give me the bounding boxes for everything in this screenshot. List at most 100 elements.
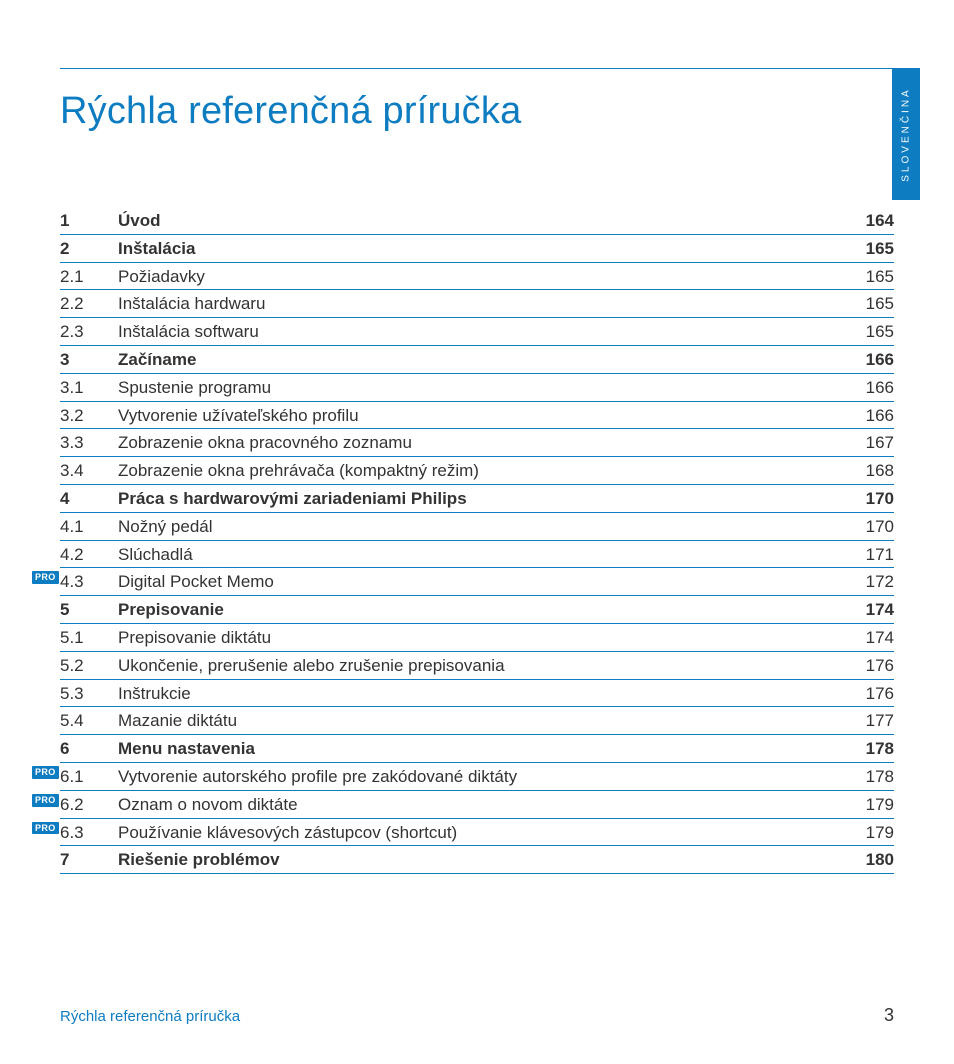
toc-row[interactable]: 2.1Požiadavky165 xyxy=(60,263,894,291)
toc-page-number: 176 xyxy=(846,654,894,678)
toc-section-title: Inštalácia hardwaru xyxy=(118,292,846,316)
toc-section-title: Práca s hardwarovými zariadeniami Philip… xyxy=(118,487,846,511)
toc-row[interactable]: 2.2Inštalácia hardwaru165 xyxy=(60,290,894,318)
toc-section-title: Používanie klávesových zástupcov (shortc… xyxy=(118,821,846,845)
toc-section-number: 5.2 xyxy=(60,654,118,678)
toc-page-number: 170 xyxy=(846,487,894,511)
toc-section-title: Začíname xyxy=(118,348,846,372)
toc-section-title: Menu nastavenia xyxy=(118,737,846,761)
toc-section-number: 2 xyxy=(60,237,118,261)
toc-page-number: 178 xyxy=(846,737,894,761)
toc-page-number: 177 xyxy=(846,709,894,733)
toc-page-number: 172 xyxy=(846,570,894,594)
toc-row[interactable]: 2Inštalácia165 xyxy=(60,235,894,263)
toc-section-title: Zobrazenie okna prehrávača (kompaktný re… xyxy=(118,459,846,483)
footer: Rýchla referenčná príručka 3 xyxy=(60,1005,894,1026)
language-tab-label: SLOVENČINA xyxy=(901,87,912,181)
toc-section-title: Spustenie programu xyxy=(118,376,846,400)
toc-page-number: 167 xyxy=(846,431,894,455)
toc-section-number: 4.1 xyxy=(60,515,118,539)
toc-row[interactable]: 4Práca s hardwarovými zariadeniami Phili… xyxy=(60,485,894,513)
toc-section-title: Inštalácia xyxy=(118,237,846,261)
toc-row[interactable]: 3.1Spustenie programu166 xyxy=(60,374,894,402)
toc-page-number: 165 xyxy=(846,265,894,289)
toc-section-number: 5 xyxy=(60,598,118,622)
toc-row[interactable]: 3.3Zobrazenie okna pracovného zoznamu167 xyxy=(60,429,894,457)
toc-section-title: Úvod xyxy=(118,209,846,233)
toc-row[interactable]: 3.2Vytvorenie užívateľského profilu166 xyxy=(60,402,894,430)
toc-section-number: 5.3 xyxy=(60,682,118,706)
toc-section-number: 6.3 xyxy=(60,821,118,845)
toc-page-number: 179 xyxy=(846,793,894,817)
toc-page-number: 168 xyxy=(846,459,894,483)
language-tab: SLOVENČINA xyxy=(892,68,920,200)
toc-section-number: 4.3 xyxy=(60,570,118,594)
toc-section-title: Ukončenie, prerušenie alebo zrušenie pre… xyxy=(118,654,846,678)
toc-section-title: Slúchadlá xyxy=(118,543,846,567)
toc-page-number: 165 xyxy=(846,292,894,316)
toc-page-number: 174 xyxy=(846,598,894,622)
toc-page-number: 166 xyxy=(846,404,894,428)
pro-badge: PRO xyxy=(32,822,59,835)
toc-row[interactable]: 5.2Ukončenie, prerušenie alebo zrušenie … xyxy=(60,652,894,680)
toc-section-number: 3.4 xyxy=(60,459,118,483)
toc-row[interactable]: PRO4.3Digital Pocket Memo172 xyxy=(60,568,894,596)
toc-section-number: 2.2 xyxy=(60,292,118,316)
toc-row[interactable]: PRO6.3Používanie klávesových zástupcov (… xyxy=(60,819,894,847)
footer-title: Rýchla referenčná príručka xyxy=(60,1008,240,1025)
toc-row[interactable]: 4.1Nožný pedál170 xyxy=(60,513,894,541)
toc-section-number: 1 xyxy=(60,209,118,233)
toc-section-number: 3.1 xyxy=(60,376,118,400)
toc-section-title: Riešenie problémov xyxy=(118,848,846,872)
toc-section-number: 6.1 xyxy=(60,765,118,789)
toc-section-number: 4 xyxy=(60,487,118,511)
toc-row[interactable]: 7Riešenie problémov180 xyxy=(60,846,894,874)
page: SLOVENČINA Rýchla referenčná príručka 1Ú… xyxy=(0,0,954,1064)
toc-page-number: 180 xyxy=(846,848,894,872)
toc-section-number: 3 xyxy=(60,348,118,372)
toc-page-number: 166 xyxy=(846,348,894,372)
toc-section-number: 6.2 xyxy=(60,793,118,817)
toc-page-number: 174 xyxy=(846,626,894,650)
toc-page-number: 170 xyxy=(846,515,894,539)
toc-page-number: 171 xyxy=(846,543,894,567)
toc-section-title: Inštrukcie xyxy=(118,682,846,706)
toc-page-number: 178 xyxy=(846,765,894,789)
page-title: Rýchla referenčná príručka xyxy=(60,90,894,133)
toc-section-title: Digital Pocket Memo xyxy=(118,570,846,594)
toc-row[interactable]: 5Prepisovanie174 xyxy=(60,596,894,624)
toc-row[interactable]: PRO6.2Oznam o novom diktáte179 xyxy=(60,791,894,819)
toc-row[interactable]: 3Začíname166 xyxy=(60,346,894,374)
toc-page-number: 164 xyxy=(846,209,894,233)
toc-section-title: Prepisovanie xyxy=(118,598,846,622)
toc-page-number: 166 xyxy=(846,376,894,400)
pro-badge: PRO xyxy=(32,794,59,807)
toc-section-number: 7 xyxy=(60,848,118,872)
toc-row[interactable]: 3.4Zobrazenie okna prehrávača (kompaktný… xyxy=(60,457,894,485)
toc-row[interactable]: 5.3Inštrukcie176 xyxy=(60,680,894,708)
toc-row[interactable]: 1Úvod164 xyxy=(60,207,894,235)
toc-section-title: Prepisovanie diktátu xyxy=(118,626,846,650)
toc-row[interactable]: 6Menu nastavenia178 xyxy=(60,735,894,763)
toc-section-title: Požiadavky xyxy=(118,265,846,289)
toc-section-title: Zobrazenie okna pracovného zoznamu xyxy=(118,431,846,455)
toc-section-title: Nožný pedál xyxy=(118,515,846,539)
toc-row[interactable]: PRO6.1Vytvorenie autorského profile pre … xyxy=(60,763,894,791)
toc-section-title: Mazanie diktátu xyxy=(118,709,846,733)
toc-section-number: 4.2 xyxy=(60,543,118,567)
toc-page-number: 165 xyxy=(846,237,894,261)
toc-section-title: Inštalácia softwaru xyxy=(118,320,846,344)
toc-row[interactable]: 4.2Slúchadlá171 xyxy=(60,541,894,569)
footer-page-number: 3 xyxy=(884,1005,894,1026)
toc-section-number: 2.3 xyxy=(60,320,118,344)
toc-row[interactable]: 5.1Prepisovanie diktátu174 xyxy=(60,624,894,652)
toc-section-number: 3.2 xyxy=(60,404,118,428)
toc-section-number: 6 xyxy=(60,737,118,761)
toc-section-title: Oznam o novom diktáte xyxy=(118,793,846,817)
toc-row[interactable]: 5.4Mazanie diktátu177 xyxy=(60,707,894,735)
toc-page-number: 179 xyxy=(846,821,894,845)
top-rule xyxy=(60,68,894,69)
toc-section-title: Vytvorenie autorského profile pre zakódo… xyxy=(118,765,846,789)
table-of-contents: 1Úvod1642Inštalácia1652.1Požiadavky1652.… xyxy=(60,207,894,874)
toc-row[interactable]: 2.3Inštalácia softwaru165 xyxy=(60,318,894,346)
